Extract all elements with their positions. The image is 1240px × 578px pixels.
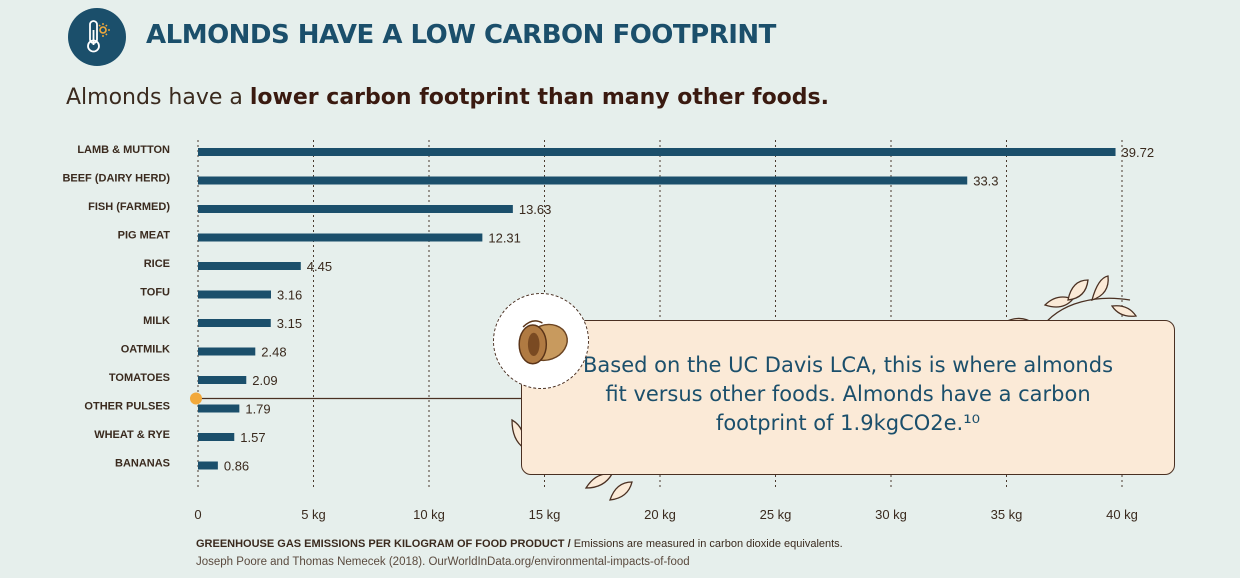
category-label: TOMATOES	[109, 372, 170, 384]
category-label: RICE	[144, 258, 170, 270]
data-label: 13.63	[519, 202, 552, 217]
category-label: PIG MEAT	[118, 230, 171, 242]
data-label: 33.3	[973, 174, 998, 189]
almond-icon	[493, 293, 589, 389]
source-citation: Joseph Poore and Thomas Nemecek (2018). …	[196, 556, 690, 568]
subtitle-prefix: Almonds have a	[66, 85, 243, 110]
x-tick-label: 35 kg	[991, 507, 1023, 522]
bar	[198, 461, 218, 470]
category-label: MILK	[143, 315, 170, 327]
data-label: 2.48	[261, 345, 286, 360]
x-tick-label: 30 kg	[875, 507, 907, 522]
category-label: WHEAT & RYE	[94, 429, 170, 441]
callout-box: Based on the UC Davis LCA, this is where…	[521, 320, 1175, 475]
x-tick-label: 5 kg	[301, 507, 326, 522]
axis-title: GREENHOUSE GAS EMISSIONS PER KILOGRAM OF…	[196, 538, 843, 550]
page-title: ALMONDS HAVE A LOW CARBON FOOTPRINT	[146, 20, 776, 50]
category-label: LAMB & MUTTON	[77, 144, 170, 156]
x-tick-label: 15 kg	[529, 507, 561, 522]
data-label: 4.45	[307, 259, 332, 274]
bar	[198, 262, 301, 270]
bar	[198, 376, 247, 384]
category-label: OTHER PULSES	[84, 401, 170, 413]
data-label: 0.86	[224, 459, 249, 474]
subtitle: Almonds have a lower carbon footprint th…	[66, 85, 829, 110]
bar	[198, 176, 968, 185]
data-label: 3.15	[277, 316, 302, 331]
subtitle-bold: lower carbon footprint than many other f…	[249, 85, 829, 110]
axis-title-bold: GREENHOUSE GAS EMISSIONS PER KILOGRAM OF…	[196, 538, 571, 550]
axis-title-rest: Emissions are measured in carbon dioxide…	[573, 538, 843, 550]
thermometer-sun-icon	[68, 8, 126, 66]
callout-text: Based on the UC Davis LCA, this is where…	[582, 353, 1114, 435]
x-tick-label: 20 kg	[644, 507, 676, 522]
bar	[198, 148, 1116, 156]
category-label: BANANAS	[115, 458, 170, 470]
bar	[198, 433, 235, 441]
x-tick-label: 10 kg	[413, 507, 445, 522]
data-label: 12.31	[488, 231, 521, 246]
bar	[198, 319, 271, 327]
category-label: TOFU	[140, 287, 170, 299]
data-label: 3.16	[277, 288, 302, 303]
data-label: 39.72	[1122, 145, 1155, 160]
x-tick-label: 40 kg	[1106, 507, 1138, 522]
bar	[198, 205, 513, 213]
data-label: 1.57	[240, 430, 265, 445]
bar	[198, 404, 240, 413]
bar	[198, 347, 256, 356]
category-label: BEEF (DAIRY HERD)	[62, 173, 170, 185]
category-label: FISH (FARMED)	[88, 201, 170, 213]
data-label: 1.79	[245, 402, 270, 417]
x-tick-label: 0	[194, 507, 201, 522]
data-label: 2.09	[252, 373, 277, 388]
x-tick-label: 25 kg	[760, 507, 792, 522]
bar	[198, 233, 483, 242]
bar	[198, 290, 271, 299]
category-label: OATMILK	[121, 344, 170, 356]
almond-marker	[190, 392, 202, 405]
